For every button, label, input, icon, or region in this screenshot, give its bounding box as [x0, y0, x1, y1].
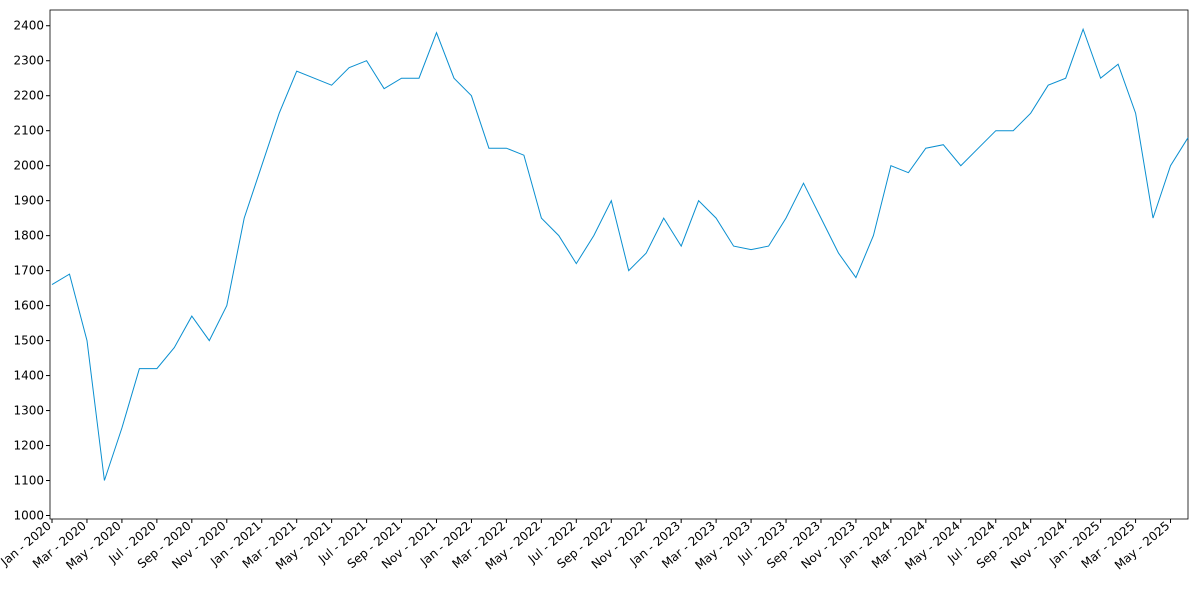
- plot-frame: [49, 9, 1189, 520]
- y-tick-label: 1300: [13, 404, 44, 418]
- y-tick-label: 2100: [13, 124, 44, 138]
- y-tick-label: 1900: [13, 194, 44, 208]
- y-tick-label: 1700: [13, 264, 44, 278]
- y-tick-label: 2000: [13, 159, 44, 173]
- y-tick-label: 1500: [13, 334, 44, 348]
- y-tick-label: 2200: [13, 89, 44, 103]
- y-tick-label: 1600: [13, 299, 44, 313]
- y-tick-label: 1000: [13, 509, 44, 523]
- y-tick-label: 2400: [13, 19, 44, 33]
- y-tick-label: 1800: [13, 229, 44, 243]
- y-tick-label: 2300: [13, 54, 44, 68]
- y-tick-label: 1200: [13, 439, 44, 453]
- y-tick-label: 1400: [13, 369, 44, 383]
- line-series: [51, 27, 1189, 481]
- y-tick-label: 1100: [13, 474, 44, 488]
